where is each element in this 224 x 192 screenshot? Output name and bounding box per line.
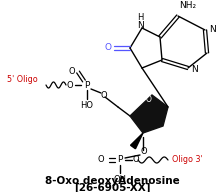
Text: NH₂: NH₂ [179,2,197,11]
Text: O: O [146,95,152,104]
Polygon shape [130,95,168,133]
Text: O: O [105,44,112,52]
Text: [26-6905-XX]: [26-6905-XX] [74,183,150,192]
Text: 8-Oxo deoxyAdenosine: 8-Oxo deoxyAdenosine [45,176,179,186]
Text: O: O [101,92,107,100]
Text: N: N [209,26,215,35]
Text: 5' Oligo: 5' Oligo [7,75,38,84]
Text: H: H [137,13,143,22]
Text: O: O [141,146,147,156]
Text: O: O [69,66,75,75]
Text: O: O [67,80,73,89]
Text: HO: HO [80,100,93,109]
Text: Oligo 3': Oligo 3' [172,156,203,165]
Polygon shape [131,133,143,149]
Text: P: P [84,80,90,89]
Text: O: O [133,156,139,165]
Text: P: P [117,156,123,165]
Text: O: O [98,156,104,165]
Text: N: N [192,65,198,74]
Text: N: N [137,22,143,31]
Text: OH: OH [114,175,127,184]
